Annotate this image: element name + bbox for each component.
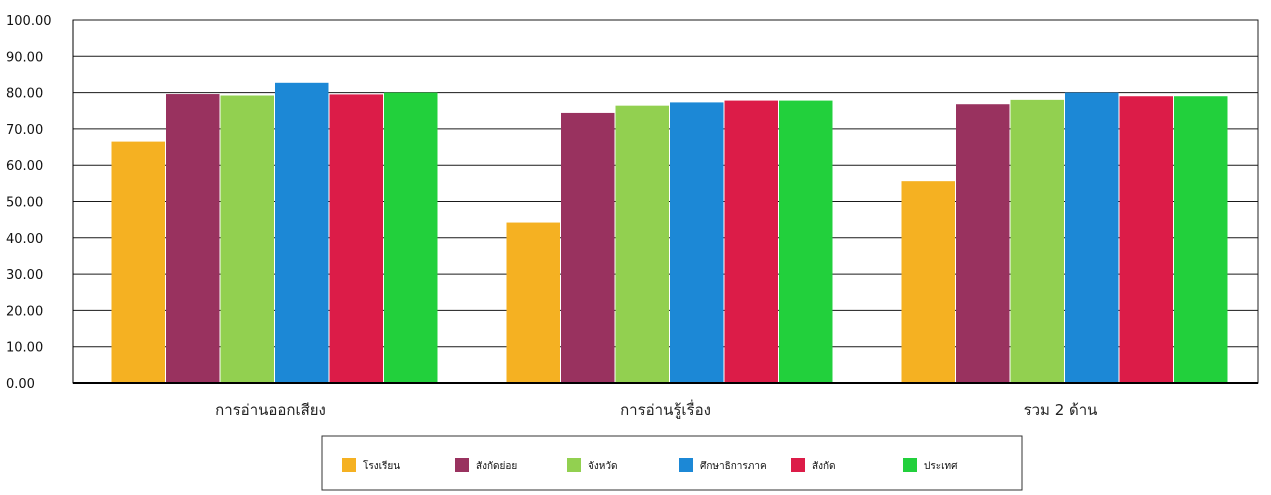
bar <box>506 222 560 383</box>
bar <box>275 82 329 383</box>
x-category-label: การอ่านรู้เรื่อง <box>620 399 711 419</box>
x-category-label: การอ่านออกเสียง <box>215 401 326 419</box>
legend-label: จังหวัด <box>588 461 617 472</box>
bar <box>166 94 220 383</box>
legend-swatch <box>342 458 356 472</box>
bar <box>956 104 1010 383</box>
y-tick-label: 20.00 <box>6 304 43 319</box>
legend-label: โรงเรียน <box>363 459 400 472</box>
y-tick-label: 40.00 <box>6 232 43 247</box>
legend-label: สังกัด <box>812 461 836 472</box>
bar <box>1065 92 1119 383</box>
y-tick-label: 80.00 <box>6 87 43 102</box>
x-category-labels: การอ่านออกเสียง การอ่านรู้เรื่อง รวม 2 ด้า… <box>215 399 1097 419</box>
legend-swatch <box>791 458 805 472</box>
bar <box>615 105 669 383</box>
y-tick-label: 30.00 <box>6 268 43 283</box>
y-tick-label: 90.00 <box>6 50 43 65</box>
bar <box>220 95 274 383</box>
legend-swatch <box>679 458 693 472</box>
bar <box>1010 99 1064 384</box>
legend-swatch <box>567 458 581 472</box>
bar <box>1119 96 1173 383</box>
y-tick-label: 10.00 <box>6 341 43 356</box>
y-tick-label: 50.00 <box>6 196 43 211</box>
y-tick-label: 100.00 <box>6 14 52 29</box>
y-tick-labels: 0.00 10.00 20.00 30.00 40.00 50.00 60.00 70.00 8… <box>6 14 52 392</box>
axes <box>72 20 1258 384</box>
legend-label: ประเทศ <box>924 461 958 472</box>
bar <box>329 94 383 383</box>
bars <box>111 82 1228 384</box>
y-tick-label: 70.00 <box>6 123 43 138</box>
y-tick-label: 0.00 <box>6 377 35 392</box>
legend-swatch <box>455 458 469 472</box>
bar <box>670 102 724 383</box>
bar <box>724 100 778 383</box>
bar <box>561 112 615 383</box>
bar <box>384 92 438 383</box>
bar <box>901 181 955 383</box>
legend-label: ศึกษาธิการภาค <box>700 460 767 472</box>
bar <box>1174 96 1228 383</box>
legend: โรงเรียน สังกัดย่อย จังหวัด ศึกษาธิการภาค สั… <box>321 435 1023 491</box>
y-tick-label: 60.00 <box>6 159 43 174</box>
x-category-label: รวม 2 ด้าน <box>1024 401 1098 419</box>
bar <box>779 100 833 383</box>
bar <box>111 141 165 383</box>
legend-label: สังกัดย่อย <box>476 461 517 472</box>
legend-swatch <box>903 458 917 472</box>
